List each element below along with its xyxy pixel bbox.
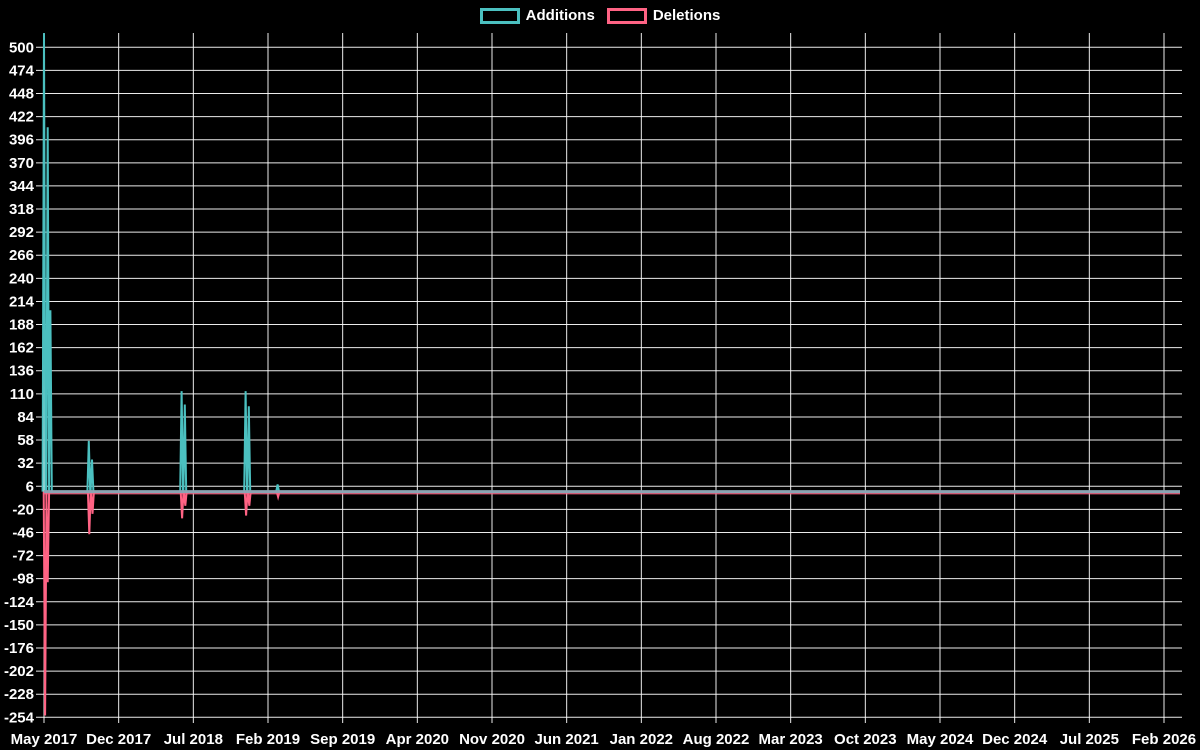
x-axis-tick-label: Sep 2019	[310, 731, 375, 748]
y-axis-tick-label: 240	[9, 270, 34, 287]
legend-item-additions[interactable]: Additions	[479, 7, 595, 25]
y-axis-tick-label: 396	[9, 132, 34, 149]
deletions-line	[42, 491, 281, 716]
x-axis-tick-label: Feb 2026	[1132, 731, 1196, 748]
x-axis-tick-label: Jan 2022	[610, 731, 673, 748]
x-axis-tick-label: Nov 2020	[459, 731, 525, 748]
deletions-swatch-icon	[606, 8, 647, 24]
x-axis-tick-label: Dec 2017	[86, 731, 151, 748]
y-axis-tick-label: -150	[4, 617, 34, 634]
y-axis-tick-label: -98	[12, 571, 34, 588]
y-axis-tick-label: -176	[4, 640, 34, 657]
x-axis-tick-label: Apr 2020	[386, 731, 449, 748]
legend-item-deletions[interactable]: Deletions	[606, 7, 721, 25]
y-axis-tick-label: -202	[4, 663, 34, 680]
y-axis-tick-label: 6	[26, 478, 34, 495]
x-axis-tick-label: Oct 2023	[834, 731, 897, 748]
legend-label-deletions: Deletions	[652, 7, 721, 24]
x-axis-tick-label: May 2024	[907, 731, 974, 748]
y-axis-tick-label: 32	[17, 455, 34, 472]
y-axis-tick-label: -228	[4, 686, 34, 703]
y-axis-tick-label: 474	[9, 62, 35, 79]
y-axis-tick-label: 84	[17, 409, 34, 426]
y-axis-tick-label: 292	[9, 224, 34, 241]
y-axis-tick-label: -72	[12, 548, 34, 565]
y-axis-tick-label: 188	[9, 317, 34, 334]
additions-swatch-icon	[479, 8, 520, 24]
y-axis-tick-label: 370	[9, 155, 34, 172]
x-axis-tick-label: Mar 2023	[759, 731, 823, 748]
y-axis-tick-label: 58	[17, 432, 34, 449]
y-axis-tick-label: 448	[9, 86, 34, 103]
x-axis-tick-label: Dec 2024	[982, 731, 1048, 748]
x-axis-tick-label: Aug 2022	[683, 731, 750, 748]
y-axis-tick-label: -124	[4, 594, 35, 611]
x-axis-tick-label: Jul 2025	[1060, 731, 1119, 748]
y-axis-tick-label: 136	[9, 363, 34, 380]
additions-line	[41, 33, 280, 492]
y-axis-tick-label: -46	[12, 524, 34, 541]
x-axis-tick-label: Jul 2018	[164, 731, 223, 748]
y-axis-tick-label: 110	[10, 386, 34, 403]
y-axis-tick-label: 344	[9, 178, 35, 195]
y-axis-tick-label: 162	[9, 340, 34, 357]
legend-label-additions: Additions	[525, 7, 595, 24]
y-axis-tick-label: 266	[9, 247, 34, 264]
y-axis-tick-label: 214	[9, 293, 35, 310]
chart-legend: Additions Deletions	[0, 7, 1200, 25]
y-axis-tick-label: 500	[9, 39, 34, 56]
y-axis-tick-label: -20	[12, 501, 34, 518]
y-axis-tick-label: 422	[9, 109, 34, 126]
x-axis-tick-label: Feb 2019	[236, 731, 300, 748]
y-axis-tick-label: -254	[4, 709, 35, 726]
x-axis-tick-label: Jun 2021	[535, 731, 599, 748]
x-axis-tick-label: May 2017	[11, 731, 78, 748]
y-axis-tick-label: 318	[9, 201, 34, 218]
